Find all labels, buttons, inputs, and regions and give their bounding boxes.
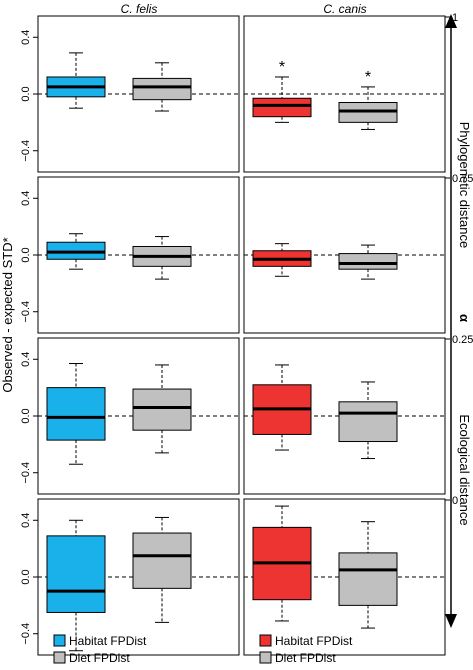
panel-grid: −0.40.00.4**1−0.40.00.40.75−0.40.00.40.2…	[20, 12, 473, 656]
legend-swatch	[259, 651, 272, 664]
panel-row1-col2: **	[243, 15, 446, 173]
significance-asterisk: *	[365, 69, 371, 86]
legend-entry-diet-fpdist: Diet FPDist	[259, 651, 336, 665]
y-tick-label: −0.4	[20, 140, 32, 162]
column-title-c-felis: C. felis	[121, 2, 158, 16]
box-habitat-fpdist	[46, 52, 106, 109]
box-habitat-fpdist	[46, 233, 106, 270]
y-tick-label: 0.4	[20, 513, 32, 528]
y-tick-label: −0.4	[20, 301, 32, 323]
y-tick-label: 0.0	[20, 569, 32, 584]
alpha-tick-label: 0.25	[452, 334, 473, 346]
y-tick-label: 0.4	[20, 191, 32, 206]
y-tick-label: −0.4	[20, 623, 32, 645]
y-tick-label: 0.0	[20, 247, 32, 262]
box-habitat-fpdist: *	[252, 59, 312, 123]
box-habitat-fpdist	[252, 364, 312, 451]
legend: Habitat FPDist Diet FPDist Habitat FPDist D…	[53, 634, 353, 665]
box-diet-fpdist	[338, 381, 398, 460]
box-diet-fpdist	[338, 244, 398, 280]
box-body	[132, 77, 192, 101]
box-diet-fpdist	[132, 364, 192, 454]
panel-row3-col1: −0.4 0.0 0.4	[20, 337, 240, 495]
panel-row2-col1: −0.4 0.0 0.4	[20, 176, 240, 334]
y-tick-label: 0.0	[20, 86, 32, 101]
box-habitat-fpdist	[252, 243, 312, 277]
right-axis-label-bottom: Ecological distance	[457, 414, 472, 525]
y-axis-row2: −0.4 0.0 0.4	[20, 191, 39, 323]
box-body	[338, 253, 398, 270]
legend-label: Habitat FPDist	[275, 634, 353, 648]
arrow-head-up	[445, 14, 457, 28]
legend-swatch	[53, 634, 66, 647]
legend-label: Habitat FPDist	[69, 634, 147, 648]
y-tick-label: −0.4	[20, 462, 32, 484]
right-axis-label-middle: α	[457, 314, 472, 322]
distance-arrow	[445, 14, 457, 628]
box-diet-fpdist	[132, 516, 192, 623]
box-diet-fpdist	[338, 521, 398, 629]
alpha-tick-label: 0	[452, 495, 458, 507]
box-habitat-fpdist	[252, 505, 312, 622]
arrow-head-down	[445, 614, 457, 628]
box-body	[252, 97, 312, 118]
box-body	[46, 387, 106, 441]
legend-entry-habitat-fpdist: Habitat FPDist	[53, 634, 147, 648]
y-axis-label: Observed - expected STD*	[0, 237, 15, 392]
panel-row4-col2	[243, 498, 446, 656]
alpha-tick-label: 1	[452, 12, 458, 24]
alpha-tick-label: 0.75	[452, 173, 473, 185]
column-title-c-canis: C. canis	[323, 2, 366, 16]
box-body	[338, 401, 398, 443]
panel-row4-col1: −0.4 0.0 0.4	[20, 498, 240, 656]
right-axis-label-top: Phylogenetic distance	[457, 122, 472, 248]
box-body	[46, 535, 106, 613]
y-tick-label: 0.4	[20, 352, 32, 367]
box-habitat-fpdist	[46, 363, 106, 465]
box-diet-fpdist	[132, 236, 192, 280]
panel-row3-col2	[243, 337, 446, 495]
box-body	[338, 552, 398, 606]
y-tick-label: 0.4	[20, 30, 32, 45]
legend-entry-habitat-fpdist: Habitat FPDist	[259, 634, 353, 648]
y-axis-row1: −0.4 0.0 0.4	[20, 30, 39, 162]
y-axis-row3: −0.4 0.0 0.4	[20, 352, 39, 484]
box-body	[132, 388, 192, 431]
panel-row2-col2	[243, 176, 446, 334]
y-axis-row4: −0.4 0.0 0.4	[20, 513, 39, 645]
box-habitat-fpdist	[46, 519, 106, 652]
legend-label: Diet FPDist	[69, 651, 130, 665]
legend-swatch	[259, 634, 272, 647]
significance-asterisk: *	[279, 59, 285, 76]
legend-entry-diet-fpdist: Diet FPDist	[53, 651, 130, 665]
legend-swatch	[53, 651, 66, 664]
panel-row1-col1: −0.4 0.0 0.4	[20, 15, 240, 173]
legend-label: Diet FPDist	[275, 651, 336, 665]
box-diet-fpdist: *	[338, 69, 398, 130]
box-body	[132, 532, 192, 589]
box-diet-fpdist	[132, 62, 192, 112]
y-tick-label: 0.0	[20, 408, 32, 423]
